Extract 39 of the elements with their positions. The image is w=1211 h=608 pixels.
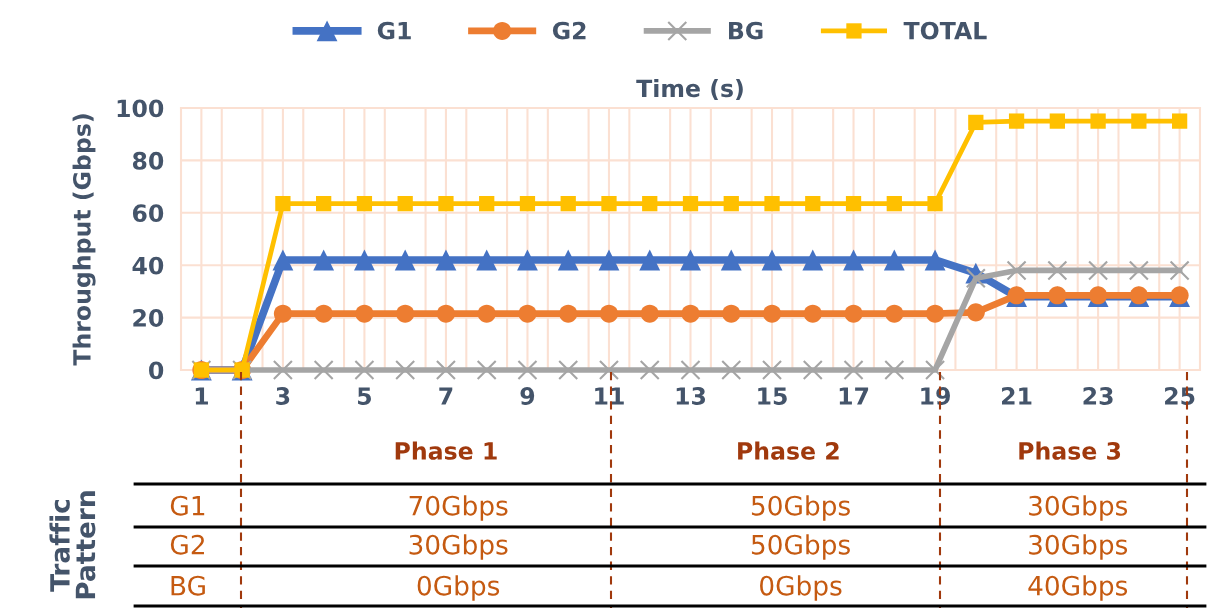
text: Traffic Pattern [49,491,96,599]
y-tick-label: 80 [132,151,164,170]
x-tick-label: 13 [676,387,706,405]
text: 0Gbps [417,575,500,601]
x-tick-label: 23 [1083,387,1113,405]
x-tick-label: 7 [439,387,453,405]
legend-label: G1 [377,21,411,40]
x-tick-label: 11 [595,387,624,405]
x-tick-label: 17 [839,387,869,405]
text: 70Gbps [409,495,508,521]
x-tick-label: 1 [195,387,208,405]
legend-label: G2 [552,21,586,40]
y-tick-label: 0 [149,361,164,380]
y-tick-label: 40 [132,256,164,275]
text: 30Gbps [1029,495,1128,521]
legend-label: BG [729,21,763,40]
y-axis-title: Throughput (Gbps) [72,114,96,366]
text: 50Gbps [751,495,850,521]
text: Phase 1 [395,441,497,460]
text: G2 [170,534,204,555]
text: 30Gbps [409,534,508,560]
text: Phase 3 [1019,441,1121,460]
x-tick-label: 21 [1002,387,1032,405]
text: 40Gbps [1028,575,1128,601]
x-axis-title: Time (s) [636,78,743,100]
text: 30Gbps [1029,534,1128,560]
x-tick-label: 15 [758,387,787,405]
x-tick-label: 5 [358,387,371,405]
text: 50Gbps [751,534,850,560]
x-tick-label: 3 [276,387,290,405]
text: BG [171,575,205,596]
text: Phase 2 [738,441,839,460]
y-tick-label: 100 [117,99,164,118]
text: G1 [170,495,205,516]
x-tick-label: 9 [520,387,535,405]
y-tick-label: 20 [133,309,164,327]
y-tick-label: 60 [132,204,164,223]
text: 0Gbps [760,575,842,601]
legend-label: TOTAL [903,21,987,40]
